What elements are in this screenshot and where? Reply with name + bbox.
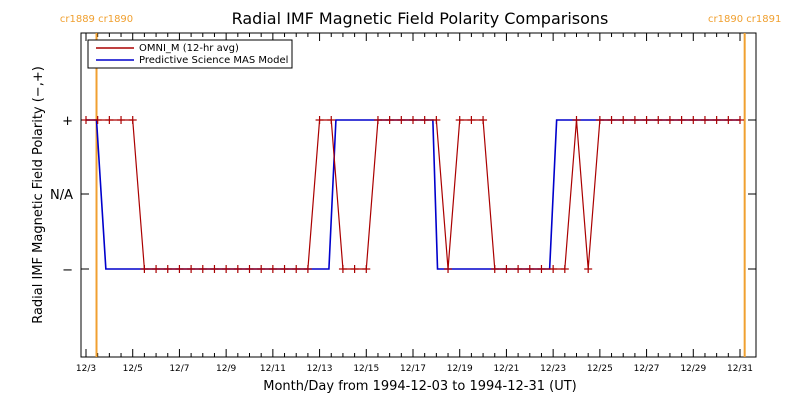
x-tick-label: 12/29 [680, 364, 706, 374]
data-point-omni [257, 265, 266, 273]
data-point-omni [303, 265, 312, 273]
data-point-omni [584, 265, 593, 273]
legend-label-mas: Predictive Science MAS Model [139, 55, 288, 66]
y-tick-labels: + N/A − [50, 114, 73, 278]
data-point-omni [397, 116, 406, 124]
series-line-omni [86, 119, 740, 270]
data-point-omni [420, 116, 429, 124]
data-point-omni [385, 116, 394, 124]
data-point-omni [642, 116, 651, 124]
x-tick-label: 12/25 [587, 364, 613, 374]
y-tick-label: N/A [50, 188, 73, 203]
data-point-omni [140, 265, 149, 273]
data-point-omni [549, 265, 558, 273]
data-point-omni [514, 265, 523, 273]
x-tick-label: 12/27 [634, 364, 660, 374]
data-point-omni [350, 265, 359, 273]
data-point-omni [502, 265, 511, 273]
data-point-omni [537, 265, 546, 273]
data-point-omni [736, 116, 744, 124]
x-tick-label: 12/5 [123, 364, 143, 374]
x-tick-label: 12/9 [216, 364, 236, 374]
data-point-omni [490, 265, 499, 273]
data-point-omni [268, 265, 277, 273]
x-tick-label: 12/13 [307, 364, 333, 374]
y-tick-label: − [62, 263, 73, 278]
x-tick-label: 12/31 [727, 364, 753, 374]
x-tick-label: 12/17 [400, 364, 426, 374]
series-layer [82, 116, 744, 273]
plot-frame [80, 32, 757, 358]
data-point-omni [222, 265, 231, 273]
x-axis-label: Month/Day from 1994-12-03 to 1994-12-31 … [263, 379, 576, 394]
data-point-omni [560, 265, 569, 273]
data-point-omni [327, 116, 336, 124]
x-tick-labels: 12/3 12/5 12/7 12/9 12/11 12/13 12/15 12/17 12/1… [76, 364, 753, 374]
data-point-omni [689, 116, 698, 124]
x-tick-label: 12/21 [493, 364, 519, 374]
data-point-omni [163, 265, 172, 273]
data-point-omni [607, 116, 616, 124]
data-point-omni [479, 116, 488, 124]
x-tick-label: 12/11 [260, 364, 286, 374]
legend-box [87, 39, 293, 69]
data-point-omni [233, 265, 242, 273]
data-point-omni [187, 265, 196, 273]
data-point-omni [338, 265, 347, 273]
data-point-omni [198, 265, 207, 273]
data-point-omni [292, 265, 301, 273]
data-point-omni [525, 265, 534, 273]
x-tick-label: 12/3 [76, 364, 96, 374]
data-point-omni [409, 116, 417, 124]
legend: OMNI_M (12-hr avg) Predictive Science MA… [87, 39, 293, 69]
series-line-mas [86, 119, 740, 270]
data-point-omni [630, 116, 639, 124]
data-point-omni [152, 265, 161, 273]
data-point-omni [595, 116, 604, 124]
data-point-omni [700, 116, 709, 124]
data-point-omni [175, 265, 184, 273]
data-point-omni [665, 116, 674, 124]
data-point-omni [432, 116, 441, 124]
data-point-omni [362, 265, 371, 273]
data-point-omni [712, 116, 721, 124]
x-tick-label: 12/23 [540, 364, 566, 374]
data-point-omni [210, 265, 219, 273]
data-point-omni [245, 265, 254, 273]
data-point-omni [654, 116, 663, 124]
carrington-label: cr1889 cr1890 [60, 14, 133, 25]
data-point-omni [724, 116, 733, 124]
x-tick-label: 12/7 [169, 364, 189, 374]
data-point-omni [315, 116, 324, 124]
x-tick-label: 12/15 [353, 364, 379, 374]
data-point-omni [467, 116, 476, 124]
data-point-omni [455, 116, 464, 124]
data-point-omni [373, 116, 382, 124]
x-tick-label: 12/19 [447, 364, 473, 374]
data-point-omni [572, 116, 581, 124]
legend-label-omni: OMNI_M (12-hr avg) [139, 43, 239, 54]
chart-title: Radial IMF Magnetic Field Polarity Compa… [232, 9, 609, 28]
data-point-omni [619, 116, 628, 124]
data-point-omni [117, 116, 126, 124]
data-point-omni [677, 116, 686, 124]
y-axis-label: Radial IMF Magnetic Field Polarity (−,+) [31, 66, 46, 324]
data-point-omni [93, 116, 102, 124]
data-point-omni [444, 265, 453, 273]
data-point-omni [82, 116, 90, 124]
carrington-label: cr1890 cr1891 [708, 14, 781, 25]
data-point-omni [280, 265, 289, 273]
data-point-omni [105, 116, 114, 124]
carrington-markers: cr1889 cr1890 cr1890 cr1891 [60, 14, 781, 357]
data-point-omni [128, 116, 137, 124]
y-tick-label: + [62, 114, 73, 129]
axis-ticks [81, 33, 756, 357]
